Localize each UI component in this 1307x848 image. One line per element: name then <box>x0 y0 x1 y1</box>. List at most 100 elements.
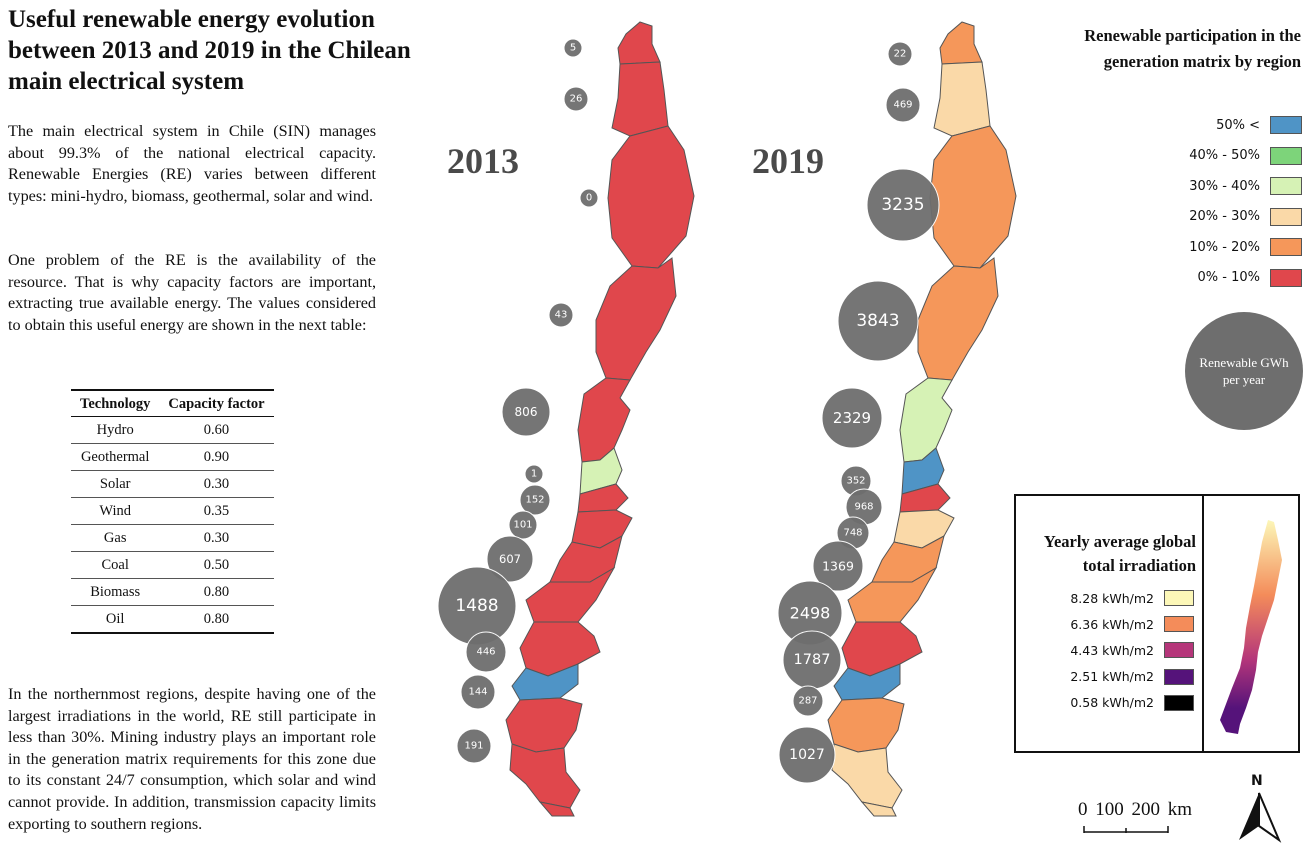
legend-item: 20% - 30% <box>1140 206 1302 228</box>
region-polygon <box>611 61 669 137</box>
legend-item-label: 10% - 20% <box>1189 239 1260 255</box>
legend-swatch <box>1270 177 1302 195</box>
gwh-bubble-label: 2498 <box>790 604 831 623</box>
table-body: Hydro 0.60 Geothermal 0.90 Solar 0.30 Wind 0.35… <box>71 416 274 634</box>
gwh-bubble-label: 968 <box>854 502 873 513</box>
irradiation-swatch <box>1164 668 1194 685</box>
scale-bar <box>1083 826 1169 833</box>
table-header-capacity-factor: Capacity factor <box>159 389 274 417</box>
capacity-factor-cell: 0.30 <box>159 470 274 498</box>
capacity-paragraph: One problem of the RE is the availabilit… <box>8 251 376 334</box>
legend-item-label: 40% - 50% <box>1189 148 1260 163</box>
technology-cell: Gas <box>71 524 160 552</box>
legend-item: 30% - 40% <box>1140 175 1302 197</box>
bubbles-2019: 22 469 3235 3843 2329 352 968 748 1369 2498 1787 28… <box>777 41 940 784</box>
gwh-bubble <box>460 674 496 710</box>
gwh-bubble <box>456 728 492 764</box>
capacity-factor-cell: 0.80 <box>159 605 274 634</box>
table-row: Geothermal 0.90 <box>71 443 274 471</box>
capacity-factor-cell: 0.80 <box>159 578 274 606</box>
technology-cell: Geothermal <box>71 443 160 471</box>
gwh-bubble-label: 446 <box>476 647 495 658</box>
legend-swatch <box>1270 268 1302 287</box>
legend-swatch <box>1270 238 1302 256</box>
gwh-bubble-label: 101 <box>513 520 532 531</box>
irradiation-legend-title: Yearly average global total irradiation <box>1043 532 1196 575</box>
irradiation-legend-item: 8.28 kWh/m2 <box>1030 588 1194 608</box>
region-polygon <box>847 566 938 623</box>
region-polygon <box>607 125 695 269</box>
region-polygon <box>571 509 633 549</box>
legend-swatch <box>1270 146 1302 165</box>
region-polygon <box>509 743 581 809</box>
technology-cell: Biomass <box>71 578 160 606</box>
capacity-factor-table: Technology Capacity factor Hydro 0.60 Geot… <box>71 389 274 634</box>
table-row: Gas 0.30 <box>71 524 274 552</box>
gwh-bubble-label: 352 <box>846 476 865 487</box>
capacity-factor-cell: 0.60 <box>159 416 274 444</box>
gwh-bubble-label: 26 <box>570 94 583 105</box>
gwh-bubble-label: 469 <box>893 100 912 111</box>
irradiation-mini-map <box>1220 520 1282 734</box>
gwh-bubble <box>465 631 507 673</box>
legend-item: 40% - 50% <box>1140 145 1302 167</box>
map-2013 <box>505 21 695 817</box>
year-label-2013: 2013 <box>447 141 519 181</box>
gwh-bubble-label: 748 <box>843 528 862 539</box>
technology-cell: Hydro <box>71 416 160 444</box>
gwh-bubble-label: 1787 <box>794 652 831 668</box>
gwh-bubble-label: 5 <box>570 43 576 54</box>
irradiation-swatch <box>1164 694 1194 711</box>
gwh-bubble <box>548 302 574 328</box>
irradiation-legend-item: 6.36 kWh/m2 <box>1030 614 1194 634</box>
participation-legend-title: Renewable participation in the generatio… <box>1084 26 1301 71</box>
irradiation-legend-item: 0.58 kWh/m2 <box>1030 693 1194 713</box>
gwh-bubble <box>792 685 824 717</box>
gwh-bubble-label: 1 <box>531 469 537 480</box>
irradiation-item-label: 0.58 kWh/m2 <box>1070 695 1154 711</box>
region-polygon <box>841 621 923 677</box>
gwh-bubble <box>885 87 921 123</box>
table-row: Hydro 0.60 <box>71 416 274 444</box>
gwh-bubble <box>501 387 551 437</box>
gwh-bubble-label: 144 <box>468 687 487 698</box>
region-polygon <box>505 697 583 753</box>
region-polygon <box>577 483 629 513</box>
north-paragraph: In the northernmost regions, despite hav… <box>8 685 376 833</box>
irradiation-map-shape <box>1220 520 1282 734</box>
region-polygon <box>899 377 953 463</box>
region-polygon <box>511 663 579 701</box>
north-label: N <box>1251 773 1263 789</box>
gwh-bubble-label: 1488 <box>455 596 498 616</box>
gwh-bubble-label: 191 <box>464 741 483 752</box>
legend-item-label: 0% - 10% <box>1197 270 1260 285</box>
gwh-bubble <box>812 540 864 592</box>
capacity-factor-cell: 0.30 <box>159 524 274 552</box>
gwh-bubble <box>508 510 538 540</box>
legend-item: 0% - 10% <box>1140 267 1302 289</box>
gwh-bubble-legend: Renewable GWh per year <box>1185 312 1303 430</box>
gwh-bubble <box>524 464 544 484</box>
table-row: Coal 0.50 <box>71 551 274 579</box>
technology-cell: Solar <box>71 470 160 498</box>
region-polygon <box>893 509 955 549</box>
legend-item-label: 20% - 30% <box>1189 209 1260 224</box>
region-polygon <box>617 21 661 65</box>
region-polygon <box>939 21 983 65</box>
gwh-bubble-label: 607 <box>499 552 521 566</box>
gwh-bubble <box>519 484 551 516</box>
region-polygon <box>917 257 999 381</box>
region-polygon <box>538 801 575 817</box>
gwh-bubble-label: 22 <box>894 49 907 60</box>
region-polygon <box>831 743 903 809</box>
page-title: Useful renewable energy evolution betwee… <box>8 6 411 95</box>
intro-paragraph: The main electrical system in Chile (SIN… <box>8 122 376 205</box>
technology-cell: Coal <box>71 551 160 579</box>
region-polygon <box>933 61 991 137</box>
table-row: Biomass 0.80 <box>71 578 274 606</box>
irradiation-item-label: 6.36 kWh/m2 <box>1070 616 1154 632</box>
irradiation-swatch <box>1164 616 1194 633</box>
gwh-bubble-label: 1027 <box>789 747 825 763</box>
gwh-bubble-label: 806 <box>515 405 538 419</box>
